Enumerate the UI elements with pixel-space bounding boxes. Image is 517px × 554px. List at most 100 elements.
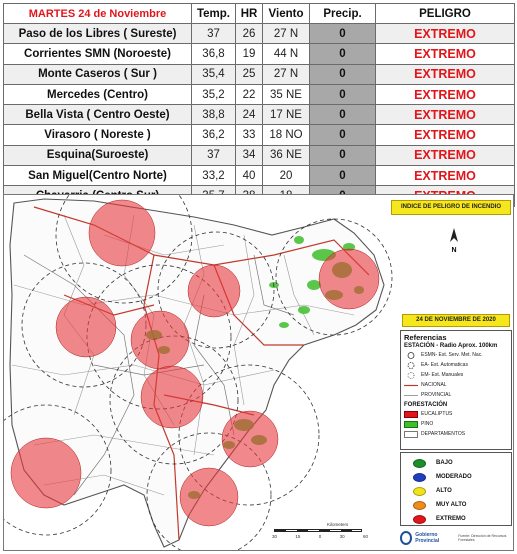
level-bajo-dot [413,458,426,468]
legend-label: PROVINCIAL [421,392,452,398]
hr-value: 25 [235,63,263,85]
level-moderado-dot [413,472,426,482]
hr-value: 19 [235,43,263,65]
hr-value: 22 [235,83,263,106]
wind-value: 36 NE [262,144,310,167]
table-row: Esquina(Suroeste) 37 34 36 NE 0 EXTREMO [3,144,515,167]
level-alto-dot [413,486,426,496]
table-row: San Miguel(Centro Norte) 33,2 40 20 0 EX… [3,165,515,187]
north-arrow-icon [450,228,458,242]
legend-row: EA- Est. Automaticas [404,361,508,369]
scale-unit: Kilometers [327,522,349,527]
danger-value: EXTREMO [375,104,515,126]
danger-value: EXTREMO [375,124,515,146]
map-date: 24 DE NOVIEMBRE DE 2020 [402,314,510,327]
legend-label: ESMN- Est. Serv. Met. Nac. [421,352,483,358]
scale-tick: 0 [318,534,322,539]
dotted-ring-icon [407,371,415,379]
temp-value: 36,2 [191,124,236,146]
legend-row: NACIONAL [404,381,508,389]
hr-value: 26 [235,22,263,45]
province-map [4,195,393,550]
danger-zone-chavarria [140,365,204,429]
station-name: Monte Caseros ( Sur ) [3,63,192,85]
danger-zone-monte-caseros [179,467,239,527]
wind-value: 44 N [262,43,310,65]
danger-value: EXTREMO [375,165,515,187]
temp-value: 37 [191,22,236,45]
temp-value: 33,2 [191,165,236,187]
table-row: Paso de los Libres ( Sureste) 37 26 27 N… [3,22,515,45]
hr-value: 40 [235,165,263,187]
legend-row: ESMN- Est. Serv. Met. Nac. [404,351,508,359]
legend-label: EA- Est. Automaticas [421,362,468,368]
forest-heading: FORESTACIÓN [404,402,448,408]
wind-value: 27 N [262,22,310,45]
danger-value: EXTREMO [375,83,515,106]
danger-level-row: EXTREMO [405,512,507,526]
temp-value: 35,2 [191,83,236,106]
danger-level-row: MODERADO [405,470,507,484]
danger-zone-paso-libres [221,410,279,468]
north-arrow: N [447,228,461,254]
wind-value: 35 NE [262,83,310,106]
station-name: Mercedes (Centro) [3,83,192,106]
scale-tick: 30 [339,534,345,539]
pine-swatch [404,420,418,428]
temp-value: 37 [191,144,236,167]
wind-value: 17 NE [262,104,310,126]
references-panel: Referencias ESTACIÓN - Radio Aprox. 100k… [400,330,512,450]
station-name: Bella Vista ( Centro Oeste) [3,104,192,126]
legend-label: NACIONAL [421,382,447,388]
precip-value: 0 [309,124,376,146]
danger-legend: BAJO MODERADO ALTO MUY ALTO EXTREMO [400,452,512,526]
station-name: Virasoro ( Noreste ) [3,124,192,146]
national-route-icon [404,384,418,386]
danger-zone-virasoro [318,248,380,310]
logo-source: Fuente: Dirección de Recursos Forestales [458,534,507,542]
precip-value: 0 [309,63,376,85]
danger-zone-corrientes [88,199,156,267]
precip-value: 0 [309,144,376,167]
danger-zone-bella-vista [55,296,117,358]
col-temp: Temp. [191,3,236,24]
eucalyptus-swatch [404,410,418,418]
hr-value: 24 [235,104,263,126]
level-label: EXTREMO [436,516,466,522]
precip-value: 0 [309,43,376,65]
north-label: N [451,247,457,254]
scale-ticks: 30 15 0 30 60 [272,534,368,539]
level-label: BAJO [436,460,453,466]
wind-value: 27 N [262,63,310,85]
table-row: Mercedes (Centro) 35,2 22 35 NE 0 EXTREM… [3,83,515,106]
temp-value: 36,8 [191,43,236,65]
precip-value: 0 [309,83,376,106]
danger-value: EXTREMO [375,63,515,85]
solid-ring-icon [407,351,415,359]
seal-icon [400,531,413,545]
legend-label: PINO [421,421,434,427]
danger-level-row: ALTO [405,484,507,498]
table-row: Virasoro ( Noreste ) 36,2 33 18 NO 0 EXT… [3,124,515,146]
department-swatch [404,430,418,438]
legend-row: DEPARTAMENTOS [404,430,508,438]
wind-value: 18 NO [262,124,310,146]
station-name: Esquina(Suroeste) [3,144,192,167]
scale-bar-graphic [274,529,362,532]
scale-bar: Kilometers 30 15 0 30 60 [272,522,372,542]
precip-value: 0 [309,22,376,45]
precip-value: 0 [309,165,376,187]
map-title: INDICE DE PELIGRO DE INCENDIO [391,200,511,215]
logo-name: Gobierno Provincial [415,532,440,544]
scale-tick: 30 [272,534,278,539]
level-muy-alto-dot [413,500,426,510]
scale-tick: 15 [295,534,301,539]
station-name: Corrientes SMN (Noroeste) [3,43,192,65]
temp-value: 38,8 [191,104,236,126]
legend-row: EUCALIPTUS [404,410,508,418]
scale-tick: 60 [362,534,368,539]
precip-value: 0 [309,104,376,126]
station-heading: ESTACIÓN - Radio Aprox. 100km [404,343,498,349]
legend-label: EUCALIPTUS [421,411,453,417]
danger-zone-mercedes [130,310,190,370]
